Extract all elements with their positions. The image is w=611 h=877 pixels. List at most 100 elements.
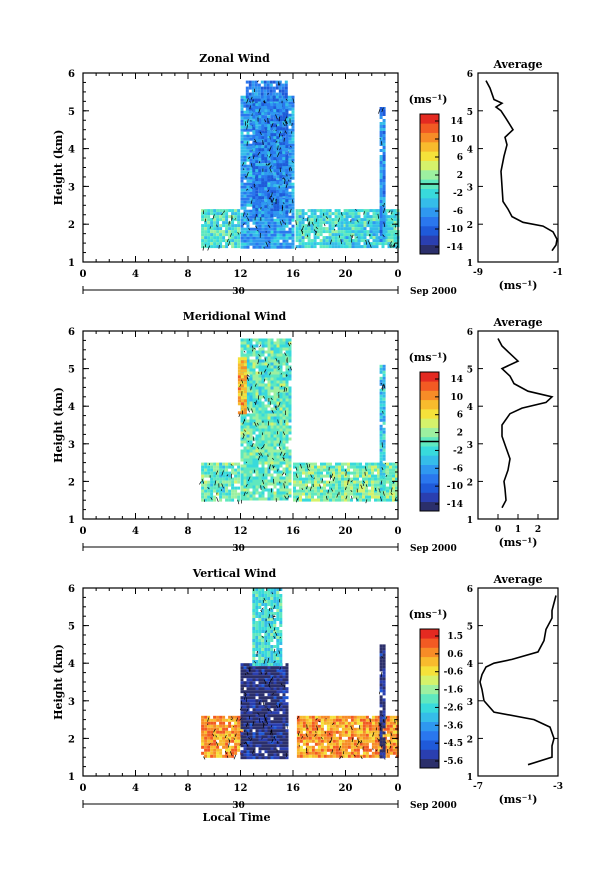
colorbar-tick-label: -6: [453, 464, 463, 474]
colorbar-tick-label: -1.6: [444, 686, 463, 696]
colorbar-swatch: [420, 629, 439, 639]
average-y-tick-label: 1: [467, 516, 473, 526]
colorbar-swatch: [420, 217, 439, 227]
panel-title: Vertical Wind: [192, 567, 277, 580]
colorbar: 1.50.6-0.6-1.6-2.6-3.6-4.5-5.6: [420, 629, 463, 768]
colorbar-swatch: [420, 648, 439, 658]
heatmap-cells: [199, 339, 398, 505]
colorbar-swatch: [420, 474, 439, 484]
heatmap-cells: [201, 81, 399, 251]
colorbar-swatch: [420, 381, 439, 391]
x-tick-label: 0: [395, 269, 402, 280]
colorbar-swatch: [420, 142, 439, 152]
colorbar-swatch: [420, 694, 439, 704]
average-y-tick-label: 4: [467, 403, 473, 413]
average-y-tick-label: 3: [467, 698, 473, 708]
average-profile-line: [498, 339, 552, 508]
colorbar-unit: (ms⁻¹): [409, 351, 448, 364]
average-y-tick-label: 5: [467, 366, 473, 376]
average-y-tick-label: 2: [467, 735, 473, 745]
colorbar-tick-label: -3.6: [444, 721, 463, 731]
y-tick-label: 4: [68, 402, 75, 413]
x-tick-label: 12: [234, 269, 248, 280]
colorbar-tick-label: 2: [457, 171, 463, 181]
colorbar-tick-label: -4.5: [444, 739, 463, 749]
colorbar-tick-label: 14: [450, 375, 463, 385]
x-tick-label: 8: [185, 526, 192, 537]
y-tick-label: 3: [68, 440, 75, 451]
heatmap-cells: [201, 588, 399, 760]
colorbar-swatch: [420, 759, 439, 769]
colorbar-tick-label: -0.6: [444, 668, 463, 678]
y-tick-label: 5: [68, 622, 75, 633]
colorbar-tick-label: -2: [453, 446, 463, 456]
colorbar-swatch: [420, 418, 439, 428]
colorbar-unit: (ms⁻¹): [409, 93, 448, 106]
heatmap-region: [252, 588, 282, 666]
colorbar-tick-label: 10: [450, 135, 463, 145]
colorbar-swatch: [420, 409, 439, 419]
colorbar-tick-label: 1.5: [447, 632, 463, 642]
colorbar-tick-label: 0.6: [447, 650, 463, 660]
average-title: Average: [492, 58, 542, 71]
colorbar-swatch: [420, 133, 439, 143]
average-y-tick-label: 5: [467, 108, 473, 118]
colorbar-swatch: [420, 455, 439, 465]
heatmap-region: [238, 357, 247, 417]
colorbar-tick-label: -2.6: [444, 703, 463, 713]
colorbar-swatch: [420, 675, 439, 685]
x-tick-label: 0: [395, 526, 402, 537]
y-tick-label: 2: [68, 477, 75, 488]
x-tick-label: 4: [132, 269, 139, 280]
colorbar-swatch: [420, 502, 439, 512]
heatmap-region: [295, 209, 346, 250]
colorbar-tick-label: 2: [457, 429, 463, 439]
average-frame: [478, 331, 558, 519]
date-day: 30: [232, 287, 245, 297]
y-tick-label: 6: [68, 584, 75, 595]
heatmap-region: [380, 365, 386, 491]
heatmap-region: [379, 644, 385, 758]
x-tick-label: 4: [132, 526, 139, 537]
heatmap-region: [241, 339, 292, 504]
date-day: 30: [232, 544, 245, 554]
average-x-tick-label: 1: [515, 525, 521, 535]
colorbar-swatch: [420, 123, 439, 133]
colorbar-swatch: [420, 638, 439, 648]
x-axis-label: Local Time: [203, 811, 271, 824]
x-tick-label: 0: [80, 526, 87, 537]
colorbar-swatch: [420, 161, 439, 171]
colorbar-swatch: [420, 400, 439, 410]
colorbar-tick-label: -6: [453, 207, 463, 217]
y-tick-label: 3: [68, 697, 75, 708]
x-tick-label: 4: [132, 783, 139, 794]
month-year: Sep 2000: [410, 287, 457, 297]
month-year: Sep 2000: [410, 801, 457, 811]
colorbar-swatch: [420, 712, 439, 722]
colorbar-swatch: [420, 749, 439, 759]
average-y-tick-label: 6: [467, 328, 473, 338]
x-tick-label: 16: [286, 526, 300, 537]
average-x-tick-label: -9: [473, 268, 483, 278]
colorbar-tick-label: 6: [457, 153, 463, 163]
average-profile-line: [480, 596, 556, 765]
x-tick-label: 12: [234, 783, 248, 794]
average-unit: (ms⁻¹): [499, 279, 538, 292]
average-y-tick-label: 5: [467, 623, 473, 633]
colorbar-unit: (ms⁻¹): [409, 608, 448, 621]
y-tick-label: 1: [68, 515, 75, 526]
colorbar-swatch: [420, 226, 439, 236]
x-tick-label: 8: [185, 783, 192, 794]
colorbar-swatch: [420, 740, 439, 750]
colorbar-tick-label: -10: [447, 482, 463, 492]
average-y-tick-label: 2: [467, 221, 473, 231]
colorbar-tick-label: -14: [447, 243, 463, 253]
average-title: Average: [492, 316, 542, 329]
colorbar-swatch: [420, 722, 439, 732]
average-x-tick-label: -7: [473, 782, 483, 792]
y-axis-label: Height (km): [52, 644, 65, 720]
